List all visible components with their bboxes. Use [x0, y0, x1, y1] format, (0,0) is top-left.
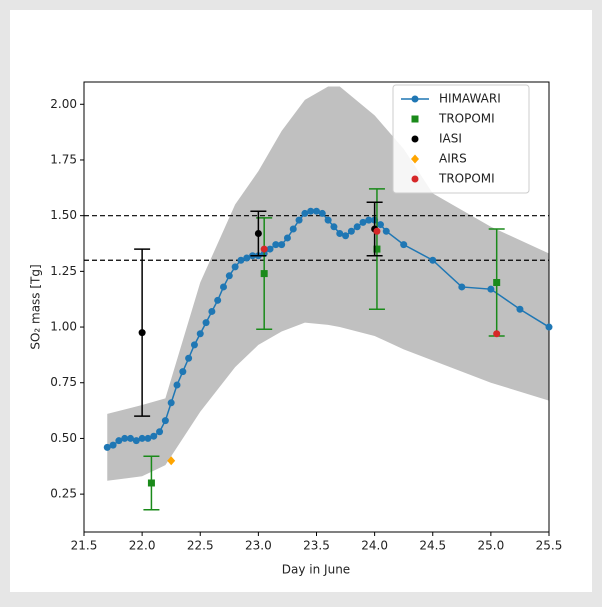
y-tick-label: 0.50: [50, 431, 77, 445]
marker: [138, 434, 146, 442]
x-tick-label: 24.5: [419, 539, 446, 553]
x-axis-label: Day in June: [282, 563, 350, 577]
marker: [243, 254, 251, 262]
marker: [115, 437, 123, 445]
marker: [373, 245, 381, 253]
marker: [179, 368, 187, 376]
marker: [318, 209, 326, 217]
marker: [411, 115, 419, 123]
x-tick-label: 21.5: [71, 539, 98, 553]
marker: [336, 229, 344, 237]
marker: [365, 216, 373, 224]
marker: [493, 330, 501, 338]
marker: [150, 432, 158, 440]
legend-box: [392, 84, 530, 194]
marker: [342, 232, 350, 240]
marker: [231, 263, 239, 271]
legend-label: IASI: [439, 132, 462, 146]
legend-label: TROPOMI: [438, 112, 495, 126]
legend-label: HIMAWARI: [439, 92, 501, 106]
x-tick-label: 24.0: [361, 539, 388, 553]
marker: [411, 135, 419, 143]
legend-label: TROPOMI: [438, 172, 495, 186]
marker: [185, 354, 193, 362]
marker: [167, 456, 176, 466]
marker: [373, 227, 381, 235]
marker: [109, 441, 117, 449]
x-tick-label: 22.0: [129, 539, 156, 553]
marker: [272, 241, 280, 249]
y-tick-label: 2.00: [50, 97, 77, 111]
marker: [208, 307, 216, 315]
marker: [138, 329, 146, 337]
marker: [202, 319, 210, 327]
marker: [220, 283, 227, 291]
marker: [347, 227, 355, 235]
marker: [493, 278, 501, 286]
marker: [196, 330, 204, 338]
marker: [214, 296, 222, 304]
marker: [190, 341, 198, 349]
marker: [353, 223, 361, 231]
marker: [144, 434, 152, 442]
marker: [147, 479, 155, 487]
marker: [161, 417, 169, 425]
marker: [278, 241, 286, 249]
marker: [411, 95, 419, 103]
x-tick-label: 23.0: [245, 539, 272, 553]
marker: [400, 241, 408, 249]
marker: [545, 323, 553, 331]
x-tick-label: 25.0: [478, 539, 505, 553]
marker: [132, 437, 140, 445]
marker: [382, 227, 390, 235]
y-tick-label: 0.75: [50, 375, 77, 389]
y-tick-label: 1.25: [50, 264, 77, 278]
marker: [516, 305, 524, 313]
y-tick-label: 1.50: [50, 208, 77, 222]
marker: [313, 207, 320, 215]
marker: [458, 283, 466, 291]
marker: [289, 225, 297, 233]
x-tick-label: 23.5: [303, 539, 330, 553]
marker: [295, 216, 303, 224]
y-axis-label: SO₂ mass [Tg]: [29, 264, 43, 349]
legend-label: AIRS: [439, 152, 467, 166]
marker: [254, 229, 262, 237]
marker: [225, 272, 233, 280]
marker: [260, 245, 268, 253]
marker: [283, 234, 291, 242]
marker: [173, 381, 181, 389]
marker: [307, 207, 315, 215]
marker: [156, 428, 164, 436]
marker: [127, 434, 134, 442]
y-tick-label: 0.25: [50, 487, 77, 501]
marker: [330, 223, 338, 231]
marker: [121, 434, 129, 442]
marker: [237, 256, 245, 264]
marker: [359, 218, 367, 226]
uncertainty-band: [107, 86, 549, 481]
marker: [487, 285, 495, 293]
marker: [103, 443, 111, 451]
x-tick-label: 25.5: [536, 539, 563, 553]
marker: [167, 399, 175, 407]
marker: [266, 245, 274, 253]
marker: [411, 175, 419, 183]
marker: [301, 209, 309, 217]
marker: [260, 270, 268, 278]
marker: [376, 221, 384, 229]
x-tick-label: 22.5: [187, 539, 214, 553]
marker: [411, 154, 419, 164]
marker: [324, 216, 332, 224]
y-tick-label: 1.75: [50, 152, 77, 166]
marker: [429, 256, 437, 264]
y-tick-label: 1.00: [50, 320, 77, 334]
